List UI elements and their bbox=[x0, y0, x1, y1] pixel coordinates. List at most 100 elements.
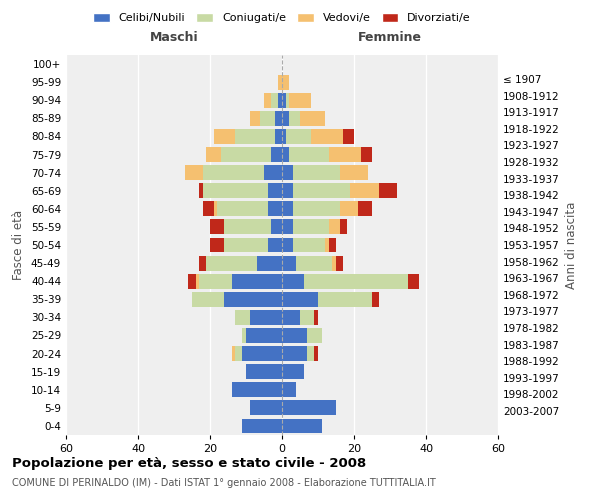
Bar bbox=[199, 256, 206, 270]
Bar bbox=[300, 310, 314, 325]
Bar bbox=[282, 400, 336, 415]
Bar bbox=[300, 111, 325, 126]
Bar bbox=[289, 93, 311, 108]
Bar bbox=[199, 274, 232, 288]
Bar bbox=[336, 256, 343, 270]
Bar bbox=[293, 238, 325, 252]
Text: Maschi: Maschi bbox=[149, 31, 199, 44]
Bar bbox=[372, 292, 379, 306]
Bar bbox=[340, 220, 347, 234]
Bar bbox=[203, 184, 268, 198]
Bar bbox=[192, 292, 224, 306]
Bar bbox=[203, 165, 264, 180]
Bar bbox=[340, 202, 358, 216]
Bar bbox=[325, 238, 329, 252]
Bar bbox=[282, 256, 296, 270]
Bar bbox=[224, 292, 282, 306]
Bar bbox=[268, 202, 282, 216]
Bar bbox=[257, 256, 282, 270]
Bar bbox=[329, 147, 361, 162]
Bar bbox=[358, 202, 372, 216]
Bar bbox=[340, 165, 368, 180]
Bar bbox=[282, 165, 293, 180]
Bar bbox=[250, 310, 282, 325]
Bar bbox=[282, 328, 307, 343]
Bar bbox=[242, 346, 282, 361]
Bar bbox=[282, 292, 318, 306]
Bar bbox=[217, 202, 268, 216]
Bar bbox=[271, 147, 282, 162]
Bar bbox=[350, 184, 379, 198]
Bar bbox=[282, 202, 293, 216]
Bar bbox=[304, 274, 408, 288]
Bar bbox=[278, 74, 282, 90]
Text: COMUNE DI PERINALDO (IM) - Dati ISTAT 1° gennaio 2008 - Elaborazione TUTTITALIA.: COMUNE DI PERINALDO (IM) - Dati ISTAT 1°… bbox=[12, 478, 436, 488]
Bar bbox=[307, 328, 322, 343]
Bar bbox=[282, 346, 307, 361]
Bar bbox=[260, 111, 275, 126]
Bar bbox=[235, 310, 250, 325]
Bar bbox=[232, 382, 282, 397]
Bar bbox=[268, 184, 282, 198]
Bar bbox=[214, 202, 217, 216]
Y-axis label: Fasce di età: Fasce di età bbox=[13, 210, 25, 280]
Bar bbox=[224, 238, 268, 252]
Bar bbox=[250, 111, 260, 126]
Bar bbox=[242, 328, 246, 343]
Text: Femmine: Femmine bbox=[358, 31, 422, 44]
Bar bbox=[329, 238, 336, 252]
Bar bbox=[206, 256, 257, 270]
Bar bbox=[296, 256, 332, 270]
Bar bbox=[250, 400, 282, 415]
Bar bbox=[224, 220, 271, 234]
Bar bbox=[282, 220, 293, 234]
Bar bbox=[293, 202, 340, 216]
Bar bbox=[271, 220, 282, 234]
Bar bbox=[286, 93, 289, 108]
Bar bbox=[221, 147, 271, 162]
Bar bbox=[293, 220, 329, 234]
Bar bbox=[343, 129, 354, 144]
Bar bbox=[206, 147, 221, 162]
Bar bbox=[282, 382, 296, 397]
Bar bbox=[235, 346, 242, 361]
Bar bbox=[286, 129, 311, 144]
Bar bbox=[185, 165, 203, 180]
Bar bbox=[282, 93, 286, 108]
Bar bbox=[282, 111, 289, 126]
Bar bbox=[293, 165, 340, 180]
Bar bbox=[379, 184, 397, 198]
Bar bbox=[278, 93, 282, 108]
Bar bbox=[289, 147, 329, 162]
Bar bbox=[314, 346, 318, 361]
Bar bbox=[203, 202, 214, 216]
Bar bbox=[314, 310, 318, 325]
Bar bbox=[232, 346, 235, 361]
Bar bbox=[214, 129, 235, 144]
Bar bbox=[199, 184, 203, 198]
Bar bbox=[264, 165, 282, 180]
Bar bbox=[289, 111, 300, 126]
Bar bbox=[210, 220, 224, 234]
Y-axis label: Anni di nascita: Anni di nascita bbox=[565, 202, 578, 288]
Bar bbox=[293, 184, 350, 198]
Bar bbox=[282, 74, 289, 90]
Bar bbox=[282, 418, 322, 434]
Bar bbox=[210, 238, 224, 252]
Bar bbox=[361, 147, 372, 162]
Legend: Celibi/Nubili, Coniugati/e, Vedovi/e, Divorziati/e: Celibi/Nubili, Coniugati/e, Vedovi/e, Di… bbox=[89, 8, 475, 28]
Bar bbox=[268, 238, 282, 252]
Bar bbox=[196, 274, 199, 288]
Bar bbox=[282, 364, 304, 379]
Bar bbox=[264, 93, 271, 108]
Bar bbox=[282, 184, 293, 198]
Bar bbox=[232, 274, 282, 288]
Bar bbox=[318, 292, 372, 306]
Text: Popolazione per età, sesso e stato civile - 2008: Popolazione per età, sesso e stato civil… bbox=[12, 458, 366, 470]
Bar bbox=[307, 346, 314, 361]
Bar bbox=[246, 364, 282, 379]
Bar bbox=[332, 256, 336, 270]
Bar bbox=[275, 129, 282, 144]
Bar bbox=[311, 129, 343, 144]
Bar bbox=[188, 274, 196, 288]
